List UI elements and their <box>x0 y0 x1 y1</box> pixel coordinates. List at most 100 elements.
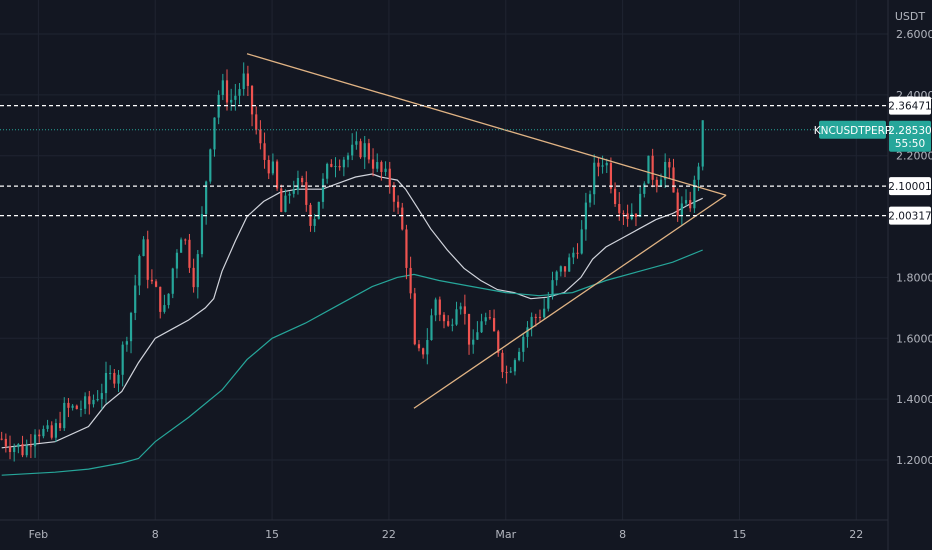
candle-body <box>146 239 149 280</box>
candle-body <box>150 279 153 282</box>
candle-body <box>601 165 604 167</box>
candle-body <box>488 317 492 319</box>
trend-lines[interactable] <box>246 53 727 409</box>
level-tag-label: 2.36471 <box>888 101 931 113</box>
candle-body <box>33 434 37 447</box>
candle-body <box>259 129 262 144</box>
candle-body <box>284 195 287 212</box>
candle-body <box>242 73 245 90</box>
candle-body <box>484 317 487 322</box>
candle-body <box>430 315 433 341</box>
candle-body <box>613 188 617 204</box>
candle-body <box>492 318 496 332</box>
candle-body <box>630 213 633 220</box>
candle-body <box>8 446 12 453</box>
candle-body <box>171 268 174 294</box>
candle-body <box>534 316 537 318</box>
candle-body <box>597 162 600 167</box>
candle-body <box>121 344 124 375</box>
candle-body <box>438 299 441 315</box>
candle-body <box>355 141 358 145</box>
candle-body <box>530 316 533 328</box>
candle-body <box>401 207 404 230</box>
time-tick-label: 15 <box>732 528 746 541</box>
symbol-tag-bg <box>819 120 886 139</box>
candle-body <box>196 254 199 288</box>
candle-body <box>664 161 667 180</box>
price-tags: 2.36471 2.10001 2.00317 2.2853055:50KNCUSDT… <box>814 96 932 225</box>
candle-body <box>334 166 337 168</box>
symbol-tag: KNCUSDTPERP <box>814 120 892 139</box>
candle-body <box>513 360 517 372</box>
candle-body <box>330 163 333 167</box>
candle-body <box>555 271 558 281</box>
horizontal-levels[interactable] <box>0 104 888 217</box>
candle-body <box>321 178 325 202</box>
price-tick-label: 2.20000 <box>896 150 932 163</box>
candle-body <box>367 143 370 160</box>
candle-body <box>413 293 416 345</box>
candle-body <box>113 372 116 384</box>
time-axis[interactable]: Feb 8 15 22 Mar 8 15 22 <box>29 528 864 541</box>
candle-body <box>305 182 308 205</box>
candle-body <box>317 201 320 219</box>
candle-body <box>250 85 254 115</box>
candle-body <box>301 177 304 183</box>
level-price-tag: 2.10001 <box>888 177 932 196</box>
candles <box>0 62 704 462</box>
candle-body <box>134 285 137 313</box>
candle-body <box>684 200 688 204</box>
candle-body <box>88 396 91 405</box>
candle-body <box>588 194 592 203</box>
symbol-label: KNCUSDTPERP <box>814 125 892 137</box>
candle-body <box>422 348 425 355</box>
descending-resistance-line[interactable] <box>246 53 727 196</box>
candle-body <box>538 317 542 319</box>
candle-body <box>643 183 646 194</box>
candle-body <box>522 336 525 352</box>
candle-body <box>292 189 295 194</box>
candle-body <box>209 149 212 182</box>
ascending-support-line[interactable] <box>413 194 727 409</box>
candle-body <box>497 331 500 353</box>
candle-body <box>67 402 70 408</box>
candle-body <box>543 308 546 318</box>
candle-body <box>693 179 696 209</box>
candle-body <box>0 438 3 440</box>
candle-body <box>447 321 450 326</box>
candle-body <box>255 114 258 130</box>
candle-body <box>426 340 429 355</box>
level-price-tag: 2.00317 <box>888 206 932 225</box>
candle-body <box>38 434 41 437</box>
candle-body <box>4 438 7 447</box>
candle-body <box>342 159 345 168</box>
time-tick-label: 8 <box>152 528 159 541</box>
candle-body <box>29 445 32 447</box>
candle-body <box>689 200 692 209</box>
candle-body <box>42 428 45 437</box>
candle-body <box>551 280 554 298</box>
candle-body <box>100 393 103 400</box>
grid <box>0 0 888 520</box>
candle-body <box>384 168 387 172</box>
candle-body <box>200 213 204 255</box>
level-tag-bg <box>889 206 931 225</box>
candle-body <box>167 293 170 306</box>
candle-body <box>79 408 83 410</box>
candle-body <box>409 267 412 294</box>
candle-body <box>626 213 629 220</box>
candle-body <box>647 155 650 184</box>
candle-body <box>605 162 608 166</box>
candle-body <box>568 257 571 272</box>
level-price-tag: 2.36471 <box>888 96 932 115</box>
fast-ma-line <box>1 173 703 449</box>
candle-body <box>230 99 233 103</box>
candle-body <box>267 159 270 174</box>
candle-body <box>380 162 383 172</box>
price-axis[interactable]: 2.600002.400002.200001.800001.600001.400… <box>896 28 932 467</box>
candle-body <box>13 447 16 453</box>
candle-body <box>263 143 266 160</box>
candle-body <box>559 266 562 272</box>
